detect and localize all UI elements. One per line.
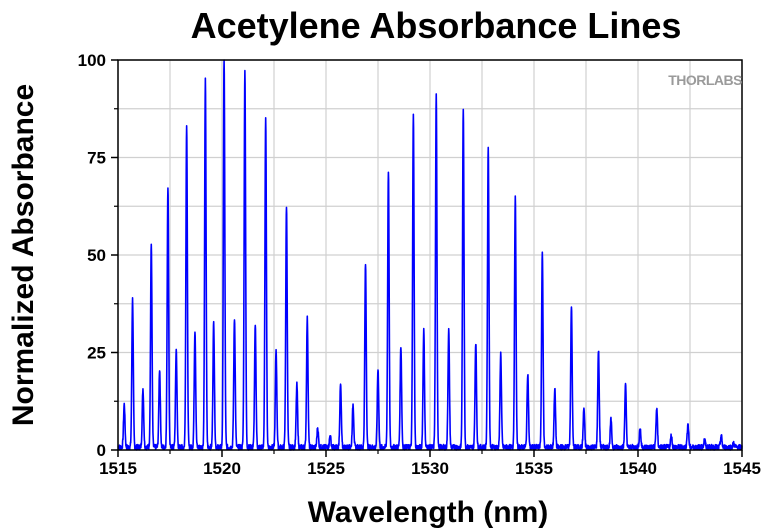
x-tick-label: 1540: [619, 459, 657, 478]
x-axis-label: Wavelength (nm): [308, 496, 549, 529]
x-tick-label: 1525: [307, 459, 345, 478]
x-axis-ticks: 1515 1520 1525 1530 1535 1540 1545: [99, 450, 761, 478]
x-tick-label: 1535: [515, 459, 553, 478]
plot-area: [117, 59, 743, 451]
absorbance-series-line: [117, 59, 743, 451]
y-tick-label: 75: [87, 149, 106, 168]
x-tick-label: 1530: [411, 459, 449, 478]
y-tick-label: 50: [87, 246, 106, 265]
y-axis-label: Normalized Absorbance: [7, 84, 40, 426]
thorlabs-logo: THORLABS: [668, 72, 742, 88]
grid-lines: [117, 59, 743, 451]
y-tick-label: 0: [97, 441, 106, 460]
chart-title: Acetylene Absorbance Lines: [191, 5, 682, 46]
y-tick-label: 100: [78, 51, 106, 70]
x-tick-label: 1520: [203, 459, 241, 478]
y-axis-ticks: 0 25 50 75 100: [78, 51, 118, 460]
x-tick-label: 1545: [723, 459, 761, 478]
x-tick-label: 1515: [99, 459, 137, 478]
y-tick-label: 25: [87, 344, 106, 363]
